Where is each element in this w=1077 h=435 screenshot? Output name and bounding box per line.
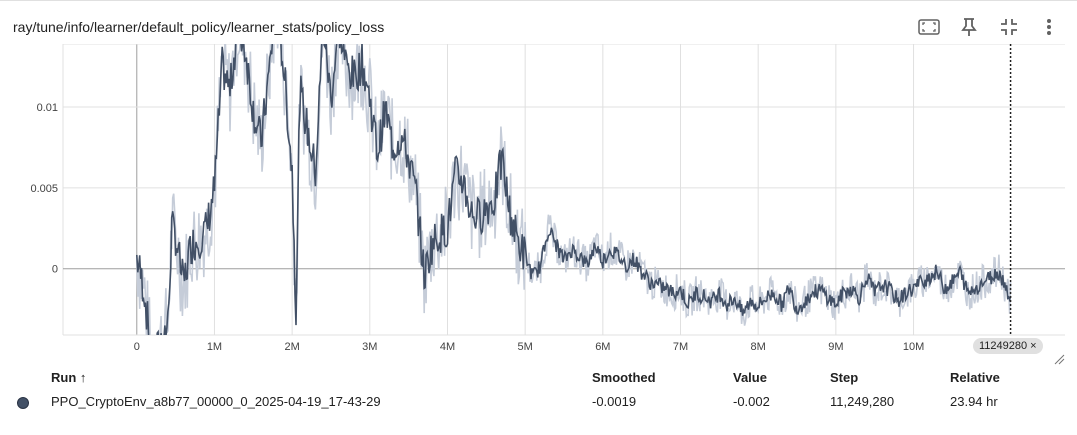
y-tick-label: 0 (52, 264, 58, 276)
x-tick-label: 9M (828, 341, 843, 353)
grid (62, 44, 1065, 336)
x-tick-label: 10M (903, 341, 924, 353)
x-tick-label: 8M (751, 341, 766, 353)
resize-handle-icon[interactable] (1053, 353, 1065, 365)
header-smoothed: Smoothed (592, 370, 656, 385)
x-tick-label: 4M (440, 341, 455, 353)
header-value: Value (733, 370, 767, 385)
card-title: ray/tune/info/learner/default_policy/lea… (13, 19, 385, 35)
smoothed-value: -0.0019 (592, 394, 637, 409)
x-tick-label: 3M (362, 341, 377, 353)
run-color-swatch[interactable] (17, 397, 29, 409)
run-name: PPO_CryptoEnv_a8b77_00000_0_2025-04-19_1… (51, 394, 381, 409)
header-relative: Relative (950, 370, 1000, 385)
close-icon[interactable]: × (1030, 340, 1037, 352)
top-divider (0, 0, 1077, 1)
fit-domain-button[interactable] (909, 14, 949, 40)
line-chart[interactable]: 0 1M 2M 3M 4M 5M 6M 7M 8M 9M 10M 0 0.005 0.01 (0, 44, 1077, 364)
relative-time: 23.94 hr (950, 394, 998, 409)
fit-domain-icon (918, 19, 940, 35)
x-tick-label: 0 (134, 341, 140, 353)
step-value: 11,249,280 (830, 394, 895, 409)
y-axis: 0 0.005 0.01 (30, 102, 58, 276)
more-options-button[interactable] (1029, 14, 1069, 40)
header-step: Step (830, 370, 859, 385)
pin-icon (961, 18, 977, 36)
x-tick-label: 7M (673, 341, 688, 353)
smoothed-series-line[interactable] (136, 44, 1012, 364)
x-axis: 0 1M 2M 3M 4M 5M 6M 7M 8M 9M 10M (134, 341, 925, 353)
cursor-step-label: 11249280 (979, 340, 1028, 352)
fullscreen-exit-icon (1001, 19, 1017, 35)
raw-series-line (136, 44, 1012, 335)
x-tick-label: 5M (518, 341, 533, 353)
more-vert-icon (1047, 19, 1051, 35)
y-tick-label: 0.01 (37, 102, 58, 114)
x-tick-label: 1M (207, 341, 222, 353)
raw-value: -0.002 (733, 394, 770, 409)
cursor-step-chip[interactable]: 11249280 × (973, 338, 1043, 354)
x-tick-label: 6M (595, 341, 610, 353)
card-toolbar (909, 14, 1069, 40)
x-tick-label: 2M (284, 341, 299, 353)
header-run[interactable]: Run ↑ (51, 370, 87, 385)
plot-area (136, 44, 1012, 364)
y-tick-label: 0.005 (30, 183, 58, 195)
fullscreen-exit-button[interactable] (989, 14, 1029, 40)
pin-button[interactable] (949, 14, 989, 40)
